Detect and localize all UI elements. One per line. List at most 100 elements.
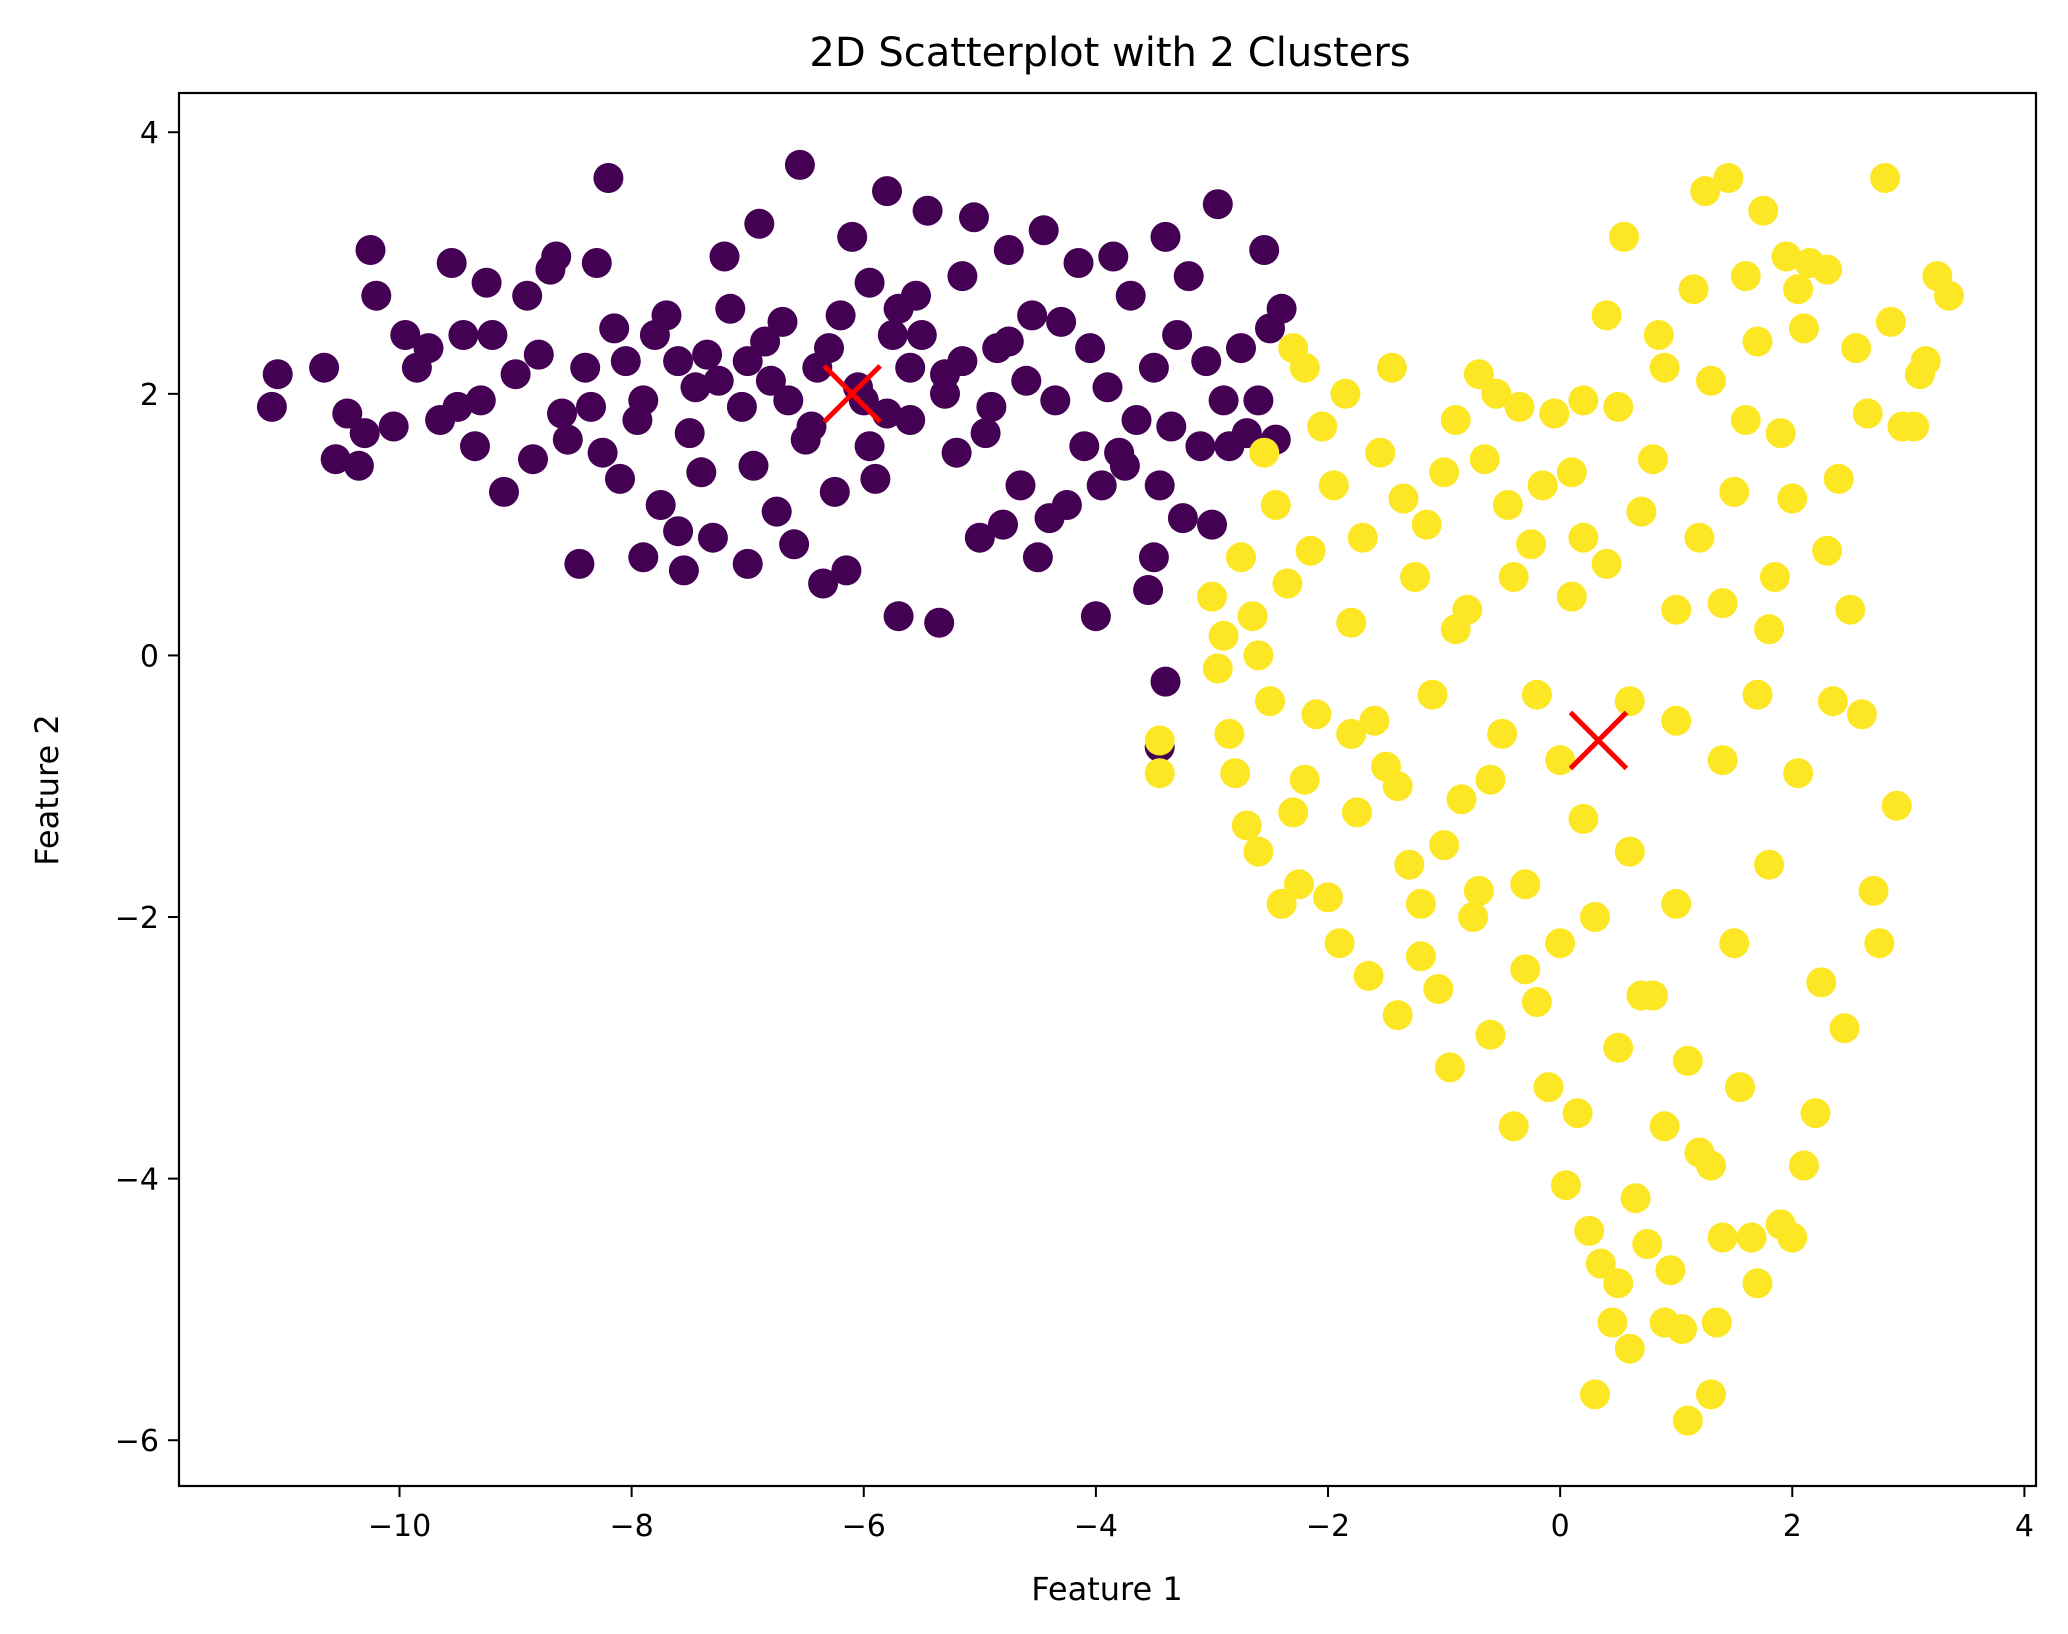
x-axis-label: Feature 1 [1031, 1570, 1182, 1608]
cluster-1-point-158 [1278, 797, 1309, 828]
y-axis-ticks: −6 −4 −2 0 2 4 [115, 116, 179, 1459]
cluster-1-point-38 [1423, 974, 1454, 1004]
cluster-1-point-143 [1649, 352, 1680, 383]
cluster-0-point-19 [471, 267, 502, 298]
cluster-0-point-12 [413, 333, 444, 364]
cluster-0-point-85 [993, 235, 1024, 265]
cluster-0-point-123 [1266, 293, 1297, 324]
cluster-0-point-65 [831, 555, 862, 586]
cluster-0-point-44 [668, 555, 699, 586]
cluster-1-point-92 [1736, 1222, 1767, 1253]
cluster-0-point-113 [1197, 509, 1227, 540]
cluster-0-point-144 [976, 391, 1007, 422]
cluster-1-point-15 [1284, 869, 1314, 900]
cluster-0-point-2 [309, 352, 340, 383]
cluster-0-point-104 [1138, 352, 1169, 383]
cluster-0-point-119 [1243, 385, 1274, 416]
cluster-1-point-51 [1498, 1111, 1529, 1142]
cluster-1-point-71 [1614, 1333, 1645, 1364]
cluster-0-point-130 [930, 378, 960, 409]
cluster-1-point-101 [1788, 1150, 1819, 1181]
cluster-1-point-63 [1568, 385, 1599, 416]
cluster-0-point-126 [1150, 666, 1181, 697]
cluster-1-point-32 [1388, 483, 1419, 514]
cluster-1-point-9 [1249, 437, 1280, 468]
cluster-0-point-75 [912, 195, 943, 226]
cluster-0-point-107 [1156, 411, 1187, 442]
cluster-0-point-79 [947, 261, 978, 292]
y-axis-label: Feature 2 [28, 714, 66, 865]
cluster-1-point-121 [1910, 346, 1941, 377]
cluster-1-point-59 [1545, 928, 1576, 959]
cluster-0-point-16 [448, 320, 479, 350]
x-tick-label-4: −2 [1306, 1509, 1350, 1544]
cluster-0-point-41 [645, 490, 676, 520]
cluster-1-point-167 [1463, 875, 1494, 906]
cluster-1-point-95 [1754, 849, 1785, 880]
cluster-1-point-58 [1539, 398, 1570, 429]
cluster-1-point-49 [1487, 718, 1518, 749]
cluster-1-point-119 [1899, 411, 1930, 442]
cluster-0-point-8 [361, 280, 392, 311]
cluster-0-point-48 [692, 339, 723, 370]
cluster-1-point-20 [1313, 882, 1343, 913]
cluster-0-point-20 [477, 320, 508, 350]
cluster-1-point-170 [1765, 418, 1796, 449]
cluster-1-point-112 [1852, 398, 1883, 429]
cluster-0-point-115 [1208, 385, 1239, 416]
cluster-0-point-105 [1144, 470, 1175, 501]
cluster-1-point-106 [1817, 686, 1848, 717]
cluster-1-point-152 [1696, 1150, 1726, 1181]
cluster-1-point-82 [1678, 274, 1709, 305]
cluster-0-point-84 [988, 509, 1018, 540]
cluster-1-point-21 [1318, 470, 1349, 501]
cluster-0-point-120 [1249, 235, 1280, 265]
cluster-0-point-81 [964, 522, 995, 553]
cluster-1-point-4 [1220, 758, 1251, 789]
cluster-0-point-42 [651, 300, 682, 331]
cluster-1-point-69 [1603, 1268, 1634, 1299]
cluster-1-point-13 [1272, 568, 1303, 599]
cluster-1-point-3 [1214, 718, 1245, 749]
cluster-1-point-164 [1707, 588, 1738, 619]
cluster-1-point-144 [1696, 365, 1726, 396]
cluster-1-point-76 [1643, 320, 1674, 350]
cluster-1-point-141 [1556, 457, 1587, 488]
cluster-1-point-52 [1504, 391, 1535, 422]
cluster-1-point-104 [1806, 967, 1837, 998]
cluster-1-point-5 [1226, 542, 1256, 573]
cluster-1-point-165 [1742, 679, 1773, 710]
cluster-1-point-151 [1649, 1111, 1680, 1142]
cluster-1-point-142 [1603, 391, 1634, 422]
cluster-0-point-140 [825, 300, 856, 331]
cluster-0-point-0 [256, 391, 287, 422]
y-tick-label-4: 2 [140, 378, 159, 413]
cluster-0-point-56 [755, 365, 786, 396]
x-tick-label-1: −8 [610, 1509, 654, 1544]
cluster-1-point-169 [1568, 522, 1599, 553]
cluster-1-point-136 [1591, 548, 1622, 579]
cluster-1-point-65 [1580, 1379, 1610, 1410]
cluster-1-point-35 [1405, 941, 1436, 972]
cluster-1-point-66 [1585, 1248, 1616, 1279]
cluster-0-point-47 [686, 457, 717, 488]
cluster-1-point-159 [1243, 640, 1274, 671]
cluster-0-point-49 [697, 522, 728, 553]
cluster-1-point-31 [1382, 1000, 1413, 1031]
cluster-1-point-155 [1545, 745, 1576, 776]
cluster-1-point-6 [1231, 810, 1262, 841]
cluster-1-point-99 [1777, 1222, 1808, 1253]
cluster-1-point-137 [1638, 444, 1668, 475]
cluster-1-point-89 [1719, 476, 1750, 507]
cluster-1-point-57 [1533, 1072, 1564, 1103]
cluster-0-point-98 [1092, 372, 1123, 403]
cluster-0-point-149 [883, 293, 914, 324]
cluster-0-point-101 [1115, 280, 1146, 311]
cluster-1-point-146 [1788, 313, 1819, 344]
cluster-0-point-6 [349, 418, 380, 449]
cluster-1-point-108 [1829, 1013, 1860, 1044]
cluster-0-point-102 [1121, 405, 1152, 435]
cluster-1-point-160 [1440, 614, 1471, 645]
x-axis-ticks: −10 −8 −6 −4 −2 0 2 4 [368, 1486, 2034, 1544]
